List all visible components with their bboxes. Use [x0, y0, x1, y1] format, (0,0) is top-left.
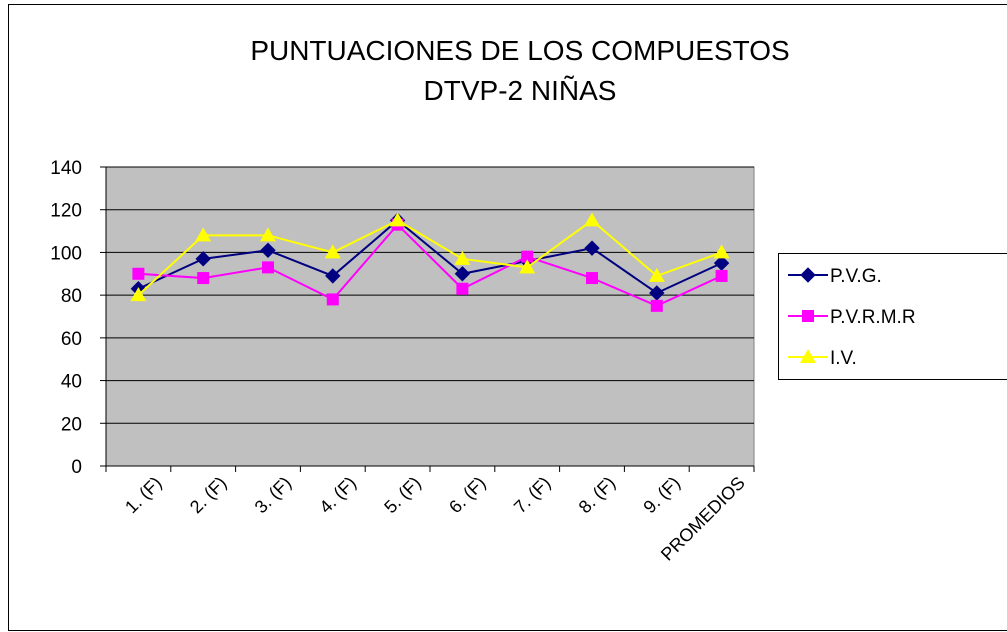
y-tick-label: 20	[61, 414, 82, 435]
marker	[715, 269, 728, 282]
marker	[584, 240, 600, 256]
marker	[197, 272, 210, 285]
series-line	[137, 219, 722, 296]
legend-label: P.V.G.	[830, 266, 882, 287]
marker	[802, 310, 814, 322]
marker	[584, 212, 600, 227]
marker	[586, 272, 598, 285]
legend-label: I.V.	[830, 348, 857, 369]
marker	[132, 267, 145, 280]
chart-title: DTVP-2 NIÑAS	[424, 75, 617, 106]
marker	[260, 242, 276, 258]
y-tick-label: 0	[71, 457, 82, 478]
y-tick-label: 80	[61, 286, 82, 307]
marker	[456, 282, 469, 295]
legend-label: P.V.R.M.R	[830, 307, 916, 328]
marker	[800, 267, 816, 283]
chart-title: PUNTUACIONES DE LOS COMPUESTOS	[250, 35, 789, 66]
marker	[521, 250, 534, 263]
marker	[650, 299, 663, 312]
marker	[130, 287, 147, 302]
marker	[389, 212, 406, 227]
marker	[648, 267, 665, 282]
y-tick-label: 140	[50, 158, 82, 179]
marker	[195, 227, 212, 242]
marker	[454, 250, 471, 265]
marker	[195, 251, 211, 267]
series-line	[138, 223, 723, 307]
marker	[454, 266, 471, 282]
series-line	[137, 219, 723, 295]
y-tick-label: 100	[50, 243, 82, 264]
marker	[325, 268, 341, 284]
marker	[519, 259, 536, 274]
marker	[713, 244, 730, 259]
y-tick-label: 120	[50, 201, 82, 222]
y-tick-label: 60	[61, 329, 82, 350]
marker	[260, 227, 276, 242]
marker	[800, 349, 816, 363]
marker	[326, 293, 339, 306]
marker	[324, 244, 341, 259]
y-tick-label: 40	[61, 372, 82, 393]
plot-area	[105, 166, 755, 467]
marker	[262, 261, 274, 274]
